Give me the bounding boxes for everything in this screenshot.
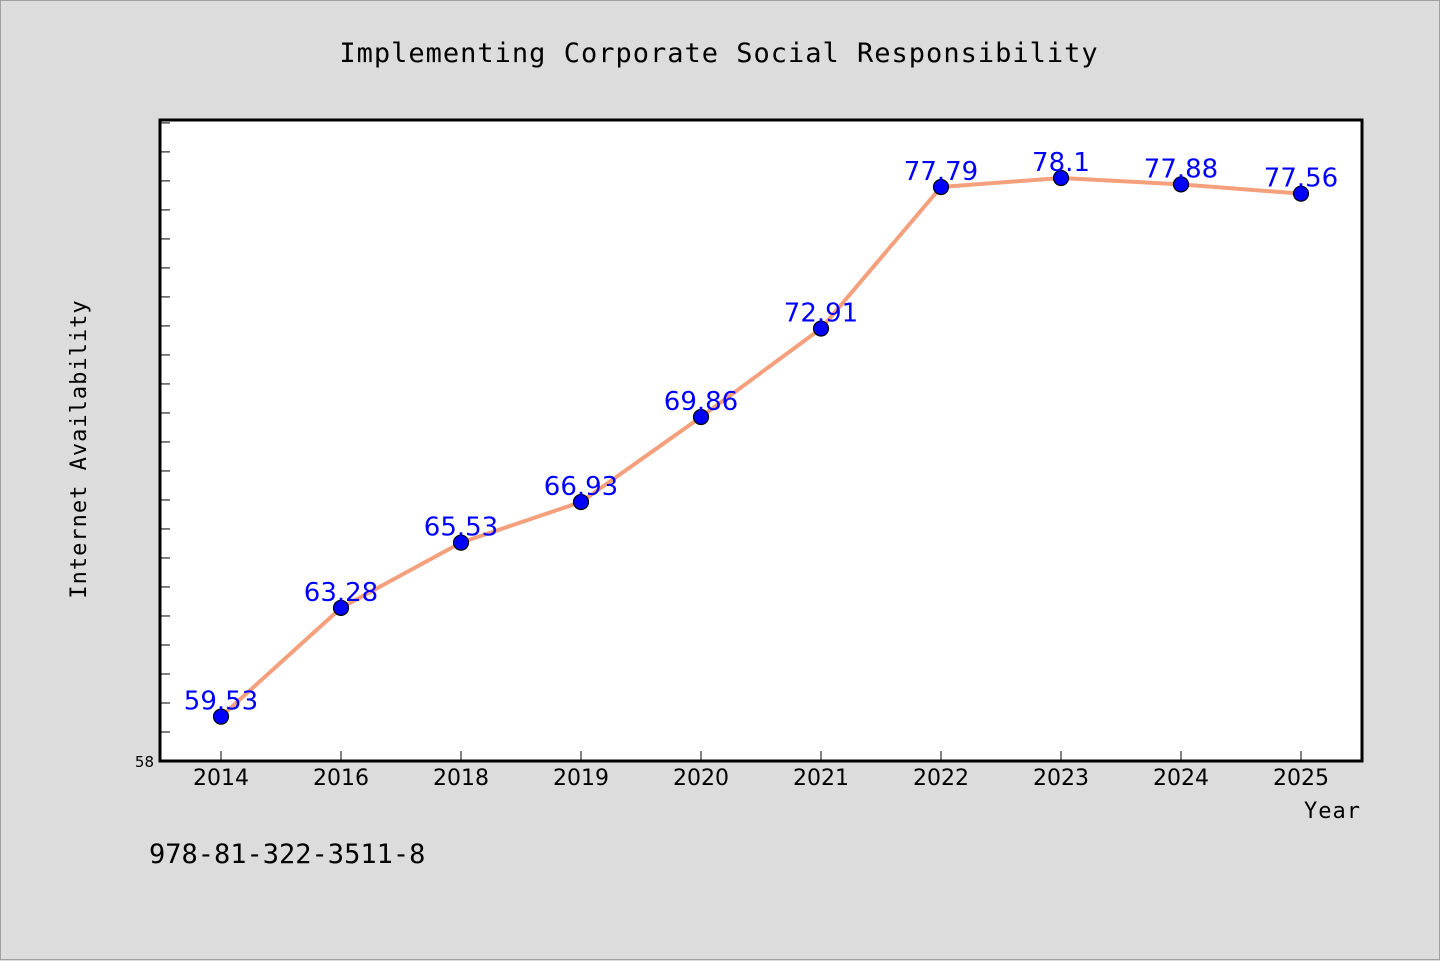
x-axis-label: Year — [1304, 799, 1361, 824]
y-axis-label: Internet Availability — [67, 299, 92, 598]
data-label-2024: 77.88 — [1144, 154, 1218, 184]
x-tick-label-2020: 2020 — [673, 766, 729, 791]
x-tick-label-2024: 2024 — [1153, 766, 1209, 791]
data-point-2016 — [332, 599, 350, 616]
data-point-2025 — [1292, 185, 1310, 202]
x-tick-label-2021: 2021 — [793, 766, 849, 791]
series-layer — [212, 169, 1310, 725]
chart-title: Implementing Corporate Social Responsibi… — [339, 38, 1098, 69]
data-label-2014: 59.53 — [184, 687, 258, 717]
data-label-2021: 72.91 — [784, 299, 858, 329]
plot-area — [158, 118, 1364, 763]
data-point-2021 — [812, 320, 830, 337]
data-label-2018: 65.53 — [424, 513, 498, 543]
y-axis-ticks — [160, 122, 170, 733]
data-point-2018 — [452, 534, 470, 551]
data-point-2023 — [1052, 169, 1070, 187]
data-label-2019: 66.93 — [544, 472, 618, 502]
x-tick-label-2016: 2016 — [313, 766, 369, 791]
data-point-2024 — [1172, 176, 1190, 193]
x-tick-label-2018: 2018 — [433, 766, 489, 791]
footer-code: 978-81-322-3511-8 — [149, 839, 425, 870]
y-tick-label-58: 58 — [135, 753, 154, 771]
data-point-2020 — [692, 408, 710, 426]
series-line — [219, 176, 1302, 719]
x-tick-label-2023: 2023 — [1033, 766, 1089, 791]
data-point-2019 — [572, 493, 590, 511]
x-tick-label-2022: 2022 — [913, 766, 969, 791]
data-labels: 59.53 63.28 65.53 66.93 69.86 72.91 77.79 78.1 7… — [184, 148, 1338, 717]
data-label-2020: 69.86 — [664, 387, 738, 417]
x-tick-label-2014: 2014 — [193, 766, 249, 791]
x-tick-label-2019: 2019 — [553, 766, 609, 791]
x-tick-label-2025: 2025 — [1273, 766, 1329, 791]
data-label-2023: 78.1 — [1032, 148, 1090, 178]
data-point-2014 — [212, 708, 230, 725]
data-label-2025: 77.56 — [1264, 164, 1338, 194]
data-point-2022 — [932, 178, 950, 196]
data-label-2016: 63.28 — [304, 578, 378, 608]
data-label-2022: 77.79 — [904, 157, 978, 187]
x-axis-ticks: 2014 2016 2018 2019 2020 2021 2022 2023 2024 2025 — [193, 751, 1329, 791]
